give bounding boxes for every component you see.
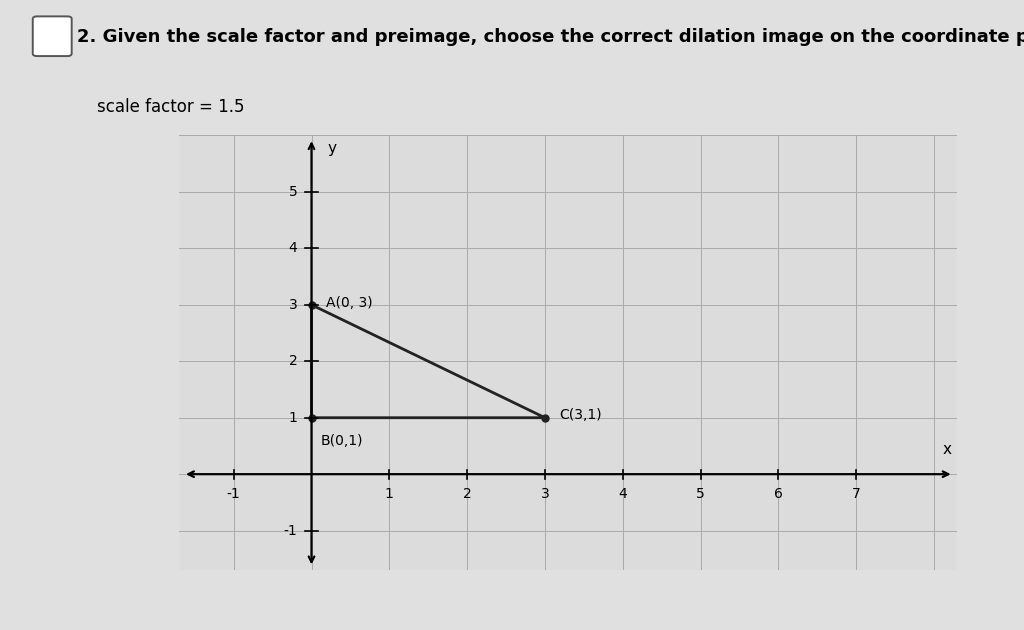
Text: 1: 1 [289,411,298,425]
Text: B(0,1): B(0,1) [321,433,364,447]
Text: 1: 1 [385,486,394,501]
Text: x: x [942,442,951,457]
Text: 2: 2 [463,486,471,501]
Text: 7: 7 [852,486,860,501]
Text: -1: -1 [284,524,298,537]
FancyBboxPatch shape [33,16,72,56]
Text: 5: 5 [696,486,705,501]
Text: 2: 2 [289,354,298,369]
Text: 3: 3 [541,486,549,501]
Text: 4: 4 [289,241,298,255]
Text: -1: -1 [226,486,241,501]
Text: 3: 3 [289,298,298,312]
Text: y: y [327,141,336,156]
Text: 4: 4 [618,486,627,501]
Text: 6: 6 [774,486,783,501]
Text: 2. Given the scale factor and preimage, choose the correct dilation image on the: 2. Given the scale factor and preimage, … [77,28,1024,47]
Text: A(0, 3): A(0, 3) [326,295,372,309]
Text: scale factor = 1.5: scale factor = 1.5 [97,98,245,116]
Text: C(3,1): C(3,1) [559,408,602,423]
Text: 5: 5 [289,185,298,199]
